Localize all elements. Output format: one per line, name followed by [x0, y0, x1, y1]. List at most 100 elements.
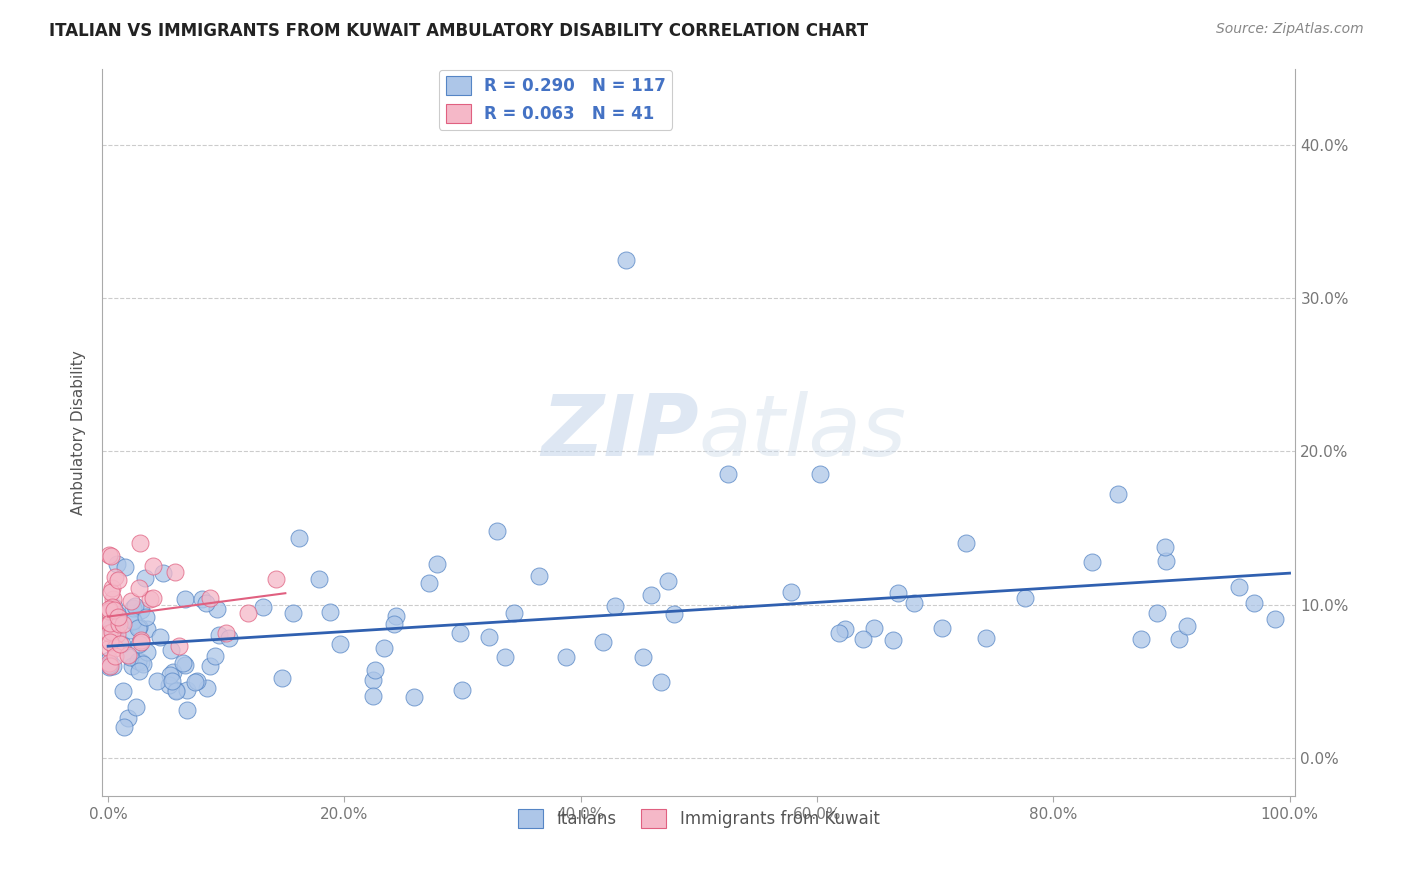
Point	[1227, 580, 1250, 594]
Point	[101, 581, 124, 595]
Point	[384, 608, 406, 623]
Point	[128, 581, 150, 595]
Point	[478, 630, 501, 644]
Point	[1156, 554, 1178, 568]
Point	[98, 548, 121, 562]
Point	[157, 678, 180, 692]
Point	[136, 623, 159, 637]
Text: atlas: atlas	[699, 391, 907, 474]
Point	[828, 626, 851, 640]
Point	[195, 596, 218, 610]
Point	[103, 599, 125, 614]
Point	[152, 566, 174, 580]
Point	[640, 588, 662, 602]
Point	[495, 650, 517, 665]
Point	[134, 571, 156, 585]
Point	[120, 623, 142, 637]
Point	[808, 467, 831, 482]
Point	[118, 649, 141, 664]
Point	[129, 603, 152, 617]
Point	[103, 603, 125, 617]
Point	[218, 631, 240, 645]
Point	[100, 549, 122, 563]
Point	[172, 656, 194, 670]
Point	[139, 592, 162, 607]
Point	[129, 655, 152, 669]
Point	[605, 599, 627, 613]
Point	[1014, 591, 1036, 606]
Point	[128, 664, 150, 678]
Point	[101, 627, 124, 641]
Point	[100, 584, 122, 599]
Point	[98, 602, 121, 616]
Point	[174, 658, 197, 673]
Point	[107, 573, 129, 587]
Point	[114, 559, 136, 574]
Point	[887, 585, 910, 599]
Point	[955, 535, 977, 549]
Point	[100, 658, 122, 673]
Point	[127, 621, 149, 635]
Point	[834, 622, 856, 636]
Point	[1081, 555, 1104, 569]
Point	[329, 637, 352, 651]
Point	[281, 606, 304, 620]
Point	[176, 703, 198, 717]
Point	[863, 621, 886, 635]
Point	[142, 559, 165, 574]
Point	[98, 616, 121, 631]
Point	[308, 572, 330, 586]
Point	[717, 467, 740, 482]
Point	[98, 635, 121, 649]
Point	[252, 599, 274, 614]
Point	[633, 649, 655, 664]
Point	[1130, 632, 1153, 647]
Point	[319, 606, 342, 620]
Point	[105, 615, 128, 630]
Point	[204, 648, 226, 663]
Point	[382, 617, 405, 632]
Point	[124, 599, 146, 613]
Point	[98, 640, 121, 655]
Point	[110, 637, 132, 651]
Point	[136, 645, 159, 659]
Point	[98, 653, 121, 667]
Point	[98, 656, 121, 670]
Point	[120, 593, 142, 607]
Point	[101, 592, 124, 607]
Point	[592, 635, 614, 649]
Point	[186, 673, 208, 688]
Point	[1168, 632, 1191, 646]
Point	[852, 632, 875, 646]
Point	[903, 596, 925, 610]
Text: ITALIAN VS IMMIGRANTS FROM KUWAIT AMBULATORY DISABILITY CORRELATION CHART: ITALIAN VS IMMIGRANTS FROM KUWAIT AMBULA…	[49, 22, 869, 40]
Point	[1153, 540, 1175, 554]
Point	[128, 637, 150, 651]
Legend: Italians, Immigrants from Kuwait: Italians, Immigrants from Kuwait	[512, 803, 886, 835]
Point	[159, 668, 181, 682]
Point	[502, 606, 524, 620]
Point	[529, 569, 551, 583]
Text: Source: ZipAtlas.com: Source: ZipAtlas.com	[1216, 22, 1364, 37]
Point	[128, 620, 150, 634]
Point	[105, 557, 128, 571]
Point	[129, 635, 152, 649]
Point	[101, 624, 124, 639]
Point	[111, 684, 134, 698]
Point	[1264, 612, 1286, 626]
Point	[122, 615, 145, 629]
Point	[190, 592, 212, 607]
Point	[145, 674, 167, 689]
Point	[107, 607, 129, 621]
Point	[108, 616, 131, 631]
Point	[402, 690, 425, 704]
Point	[364, 663, 387, 677]
Point	[104, 648, 127, 663]
Point	[882, 633, 904, 648]
Point	[931, 621, 953, 635]
Point	[264, 572, 287, 586]
Point	[107, 609, 129, 624]
Point	[205, 602, 228, 616]
Point	[149, 630, 172, 644]
Point	[111, 637, 134, 651]
